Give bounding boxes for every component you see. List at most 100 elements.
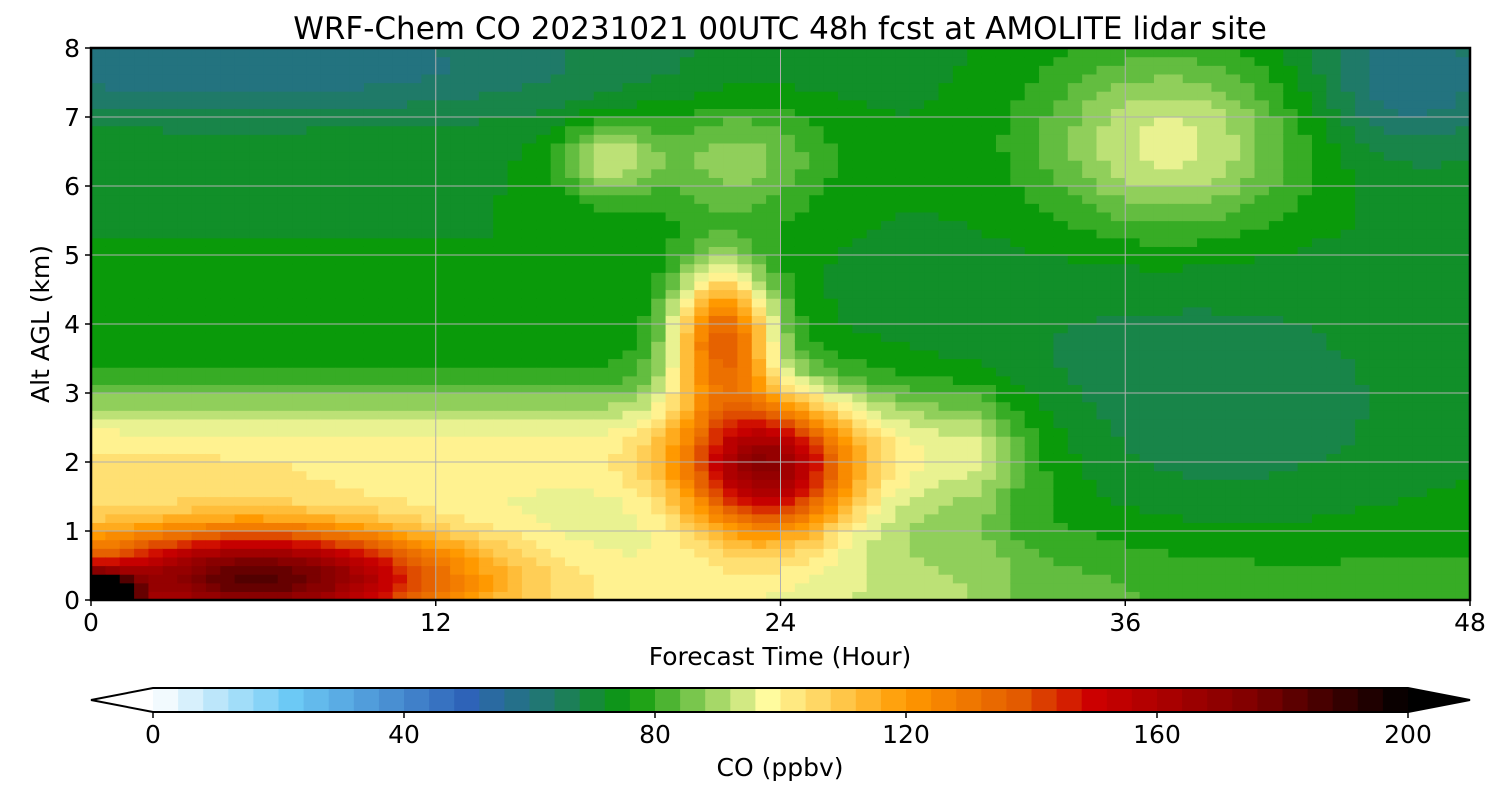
contour-cell xyxy=(895,142,911,153)
contour-cell xyxy=(1039,220,1055,230)
contour-cell xyxy=(1053,539,1069,549)
contour-cell xyxy=(205,582,221,592)
contour-cell xyxy=(450,358,466,368)
contour-cell xyxy=(1039,237,1055,247)
contour-cell xyxy=(349,375,365,385)
contour-cell xyxy=(1096,117,1112,127)
contour-cell xyxy=(651,427,667,437)
contour-cell xyxy=(435,462,451,472)
contour-cell xyxy=(895,565,911,575)
contour-cell xyxy=(464,582,480,592)
contour-cell xyxy=(378,358,394,368)
contour-cell xyxy=(751,142,767,153)
contour-cell xyxy=(349,401,365,411)
contour-cell xyxy=(1010,505,1026,515)
contour-cell xyxy=(162,487,178,498)
contour-cell xyxy=(292,513,308,523)
contour-cell xyxy=(608,384,624,394)
contour-cell xyxy=(823,470,839,480)
contour-cell xyxy=(507,393,523,403)
contour-cell xyxy=(263,470,279,480)
contour-cell xyxy=(1182,229,1198,239)
contour-cell xyxy=(751,556,767,567)
contour-cell xyxy=(622,548,638,558)
contour-cell xyxy=(91,539,106,549)
contour-cell xyxy=(1182,367,1198,377)
contour-cell xyxy=(708,272,724,282)
contour-cell xyxy=(392,229,408,239)
contour-cell xyxy=(651,134,667,144)
contour-cell xyxy=(378,168,394,178)
contour-cell xyxy=(421,99,437,109)
contour-cell xyxy=(162,82,178,92)
contour-cell xyxy=(1067,134,1083,144)
contour-cell xyxy=(866,280,882,291)
contour-cell xyxy=(435,194,451,204)
contour-cell xyxy=(823,487,839,498)
contour-cell xyxy=(478,306,494,316)
contour-cell xyxy=(737,280,753,291)
contour-cell xyxy=(895,427,911,437)
contour-cell xyxy=(450,142,466,153)
contour-cell xyxy=(1096,211,1112,222)
contour-cell xyxy=(1182,487,1198,498)
contour-cell xyxy=(1197,513,1213,523)
contour-cell xyxy=(435,134,451,144)
contour-cell xyxy=(665,358,681,368)
contour-cell xyxy=(866,237,882,247)
contour-cell xyxy=(392,82,408,92)
contour-cell xyxy=(277,306,293,316)
contour-cell xyxy=(924,194,940,204)
contour-cell xyxy=(306,177,322,187)
contour-cell xyxy=(363,237,379,247)
contour-cell xyxy=(234,349,250,360)
contour-cell xyxy=(191,125,207,135)
contour-cell xyxy=(895,315,911,325)
contour-cell xyxy=(119,263,135,273)
contour-cell xyxy=(679,117,695,127)
contour-cell xyxy=(249,436,264,446)
contour-cell xyxy=(866,556,882,567)
contour-cell xyxy=(392,410,408,420)
contour-cell xyxy=(981,160,997,170)
contour-cell xyxy=(335,436,351,446)
contour-cell xyxy=(1125,375,1141,385)
contour-cell xyxy=(823,591,839,600)
contour-cell xyxy=(1139,73,1155,84)
contour-cell xyxy=(1039,134,1055,144)
contour-cell xyxy=(952,125,968,135)
contour-cell xyxy=(995,539,1011,549)
contour-cell xyxy=(320,315,336,325)
contour-cell xyxy=(565,349,580,360)
contour-cell xyxy=(234,436,250,446)
contour-cell xyxy=(565,73,580,84)
contour-cell xyxy=(277,134,293,144)
contour-cell xyxy=(837,470,853,480)
contour-cell xyxy=(708,255,724,265)
contour-cell xyxy=(507,513,523,523)
contour-cell xyxy=(119,591,135,600)
contour-cell xyxy=(593,582,609,592)
contour-cell xyxy=(536,151,552,161)
contour-cell xyxy=(651,505,667,515)
contour-cell xyxy=(277,272,293,282)
contour-cell xyxy=(1096,349,1112,360)
contour-cell xyxy=(1197,306,1213,316)
contour-cell xyxy=(464,487,480,498)
contour-cell xyxy=(478,237,494,247)
contour-cell xyxy=(435,237,451,247)
contour-cell xyxy=(105,410,121,420)
contour-cell xyxy=(608,574,624,584)
contour-cell xyxy=(263,298,279,308)
contour-cell xyxy=(320,160,336,170)
contour-cell xyxy=(220,565,236,575)
contour-cell xyxy=(493,462,509,472)
contour-cell xyxy=(493,99,509,109)
contour-cell xyxy=(995,332,1011,342)
contour-cell xyxy=(91,367,106,377)
contour-cell xyxy=(852,375,868,385)
contour-cell xyxy=(249,272,264,282)
contour-cell xyxy=(909,177,925,187)
contour-cell xyxy=(1110,453,1126,463)
contour-cell xyxy=(565,263,580,273)
